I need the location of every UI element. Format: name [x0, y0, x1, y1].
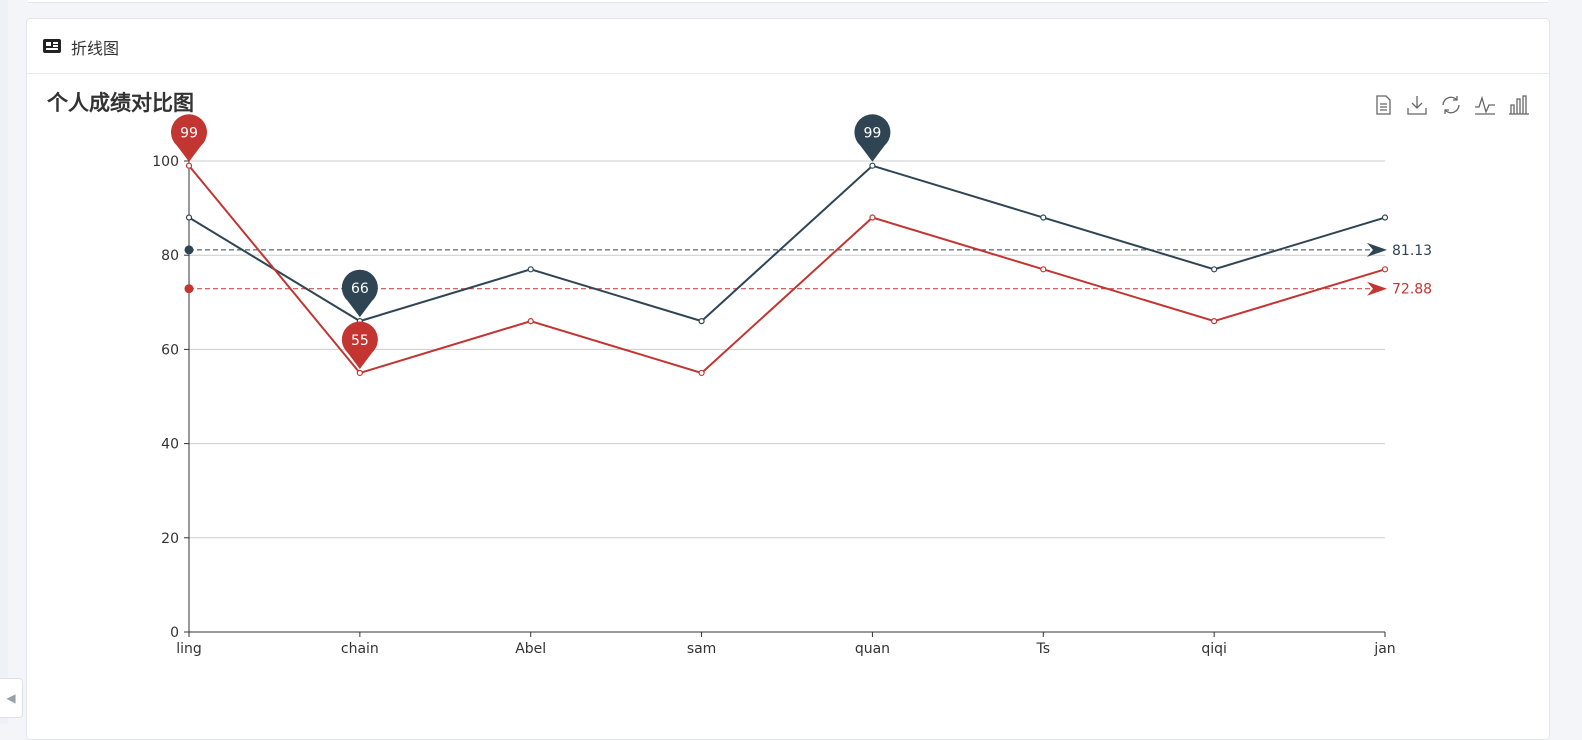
x-tick-label: chain [341, 641, 379, 657]
average-line-label: 81.13 [1392, 243, 1432, 259]
average-line-start [184, 284, 194, 294]
series-line [188, 165, 1386, 375]
mark-point-label: 99 [180, 126, 198, 142]
average-line-label: 72.88 [1392, 282, 1432, 298]
mark-point-label: 99 [864, 126, 882, 142]
average-line-arrow [1367, 242, 1387, 257]
panel-header: 折线图 [27, 19, 1549, 74]
x-tick-label: Abel [515, 641, 546, 657]
restore-icon[interactable] [1439, 93, 1463, 117]
data-point [527, 318, 534, 325]
mark-point-label: 55 [351, 333, 369, 349]
y-tick-label: 20 [161, 531, 179, 547]
bar-chart-icon[interactable] [1507, 93, 1531, 117]
y-tick-label: 80 [161, 248, 179, 264]
data-view-icon[interactable] [1371, 93, 1395, 117]
mark-point-pin [170, 114, 207, 162]
x-tick-label: qiqi [1201, 641, 1227, 657]
mark-point-pin [854, 114, 891, 162]
chart-title: 个人成绩对比图 [47, 91, 194, 115]
mark-point-label: 66 [351, 281, 369, 297]
series-line [188, 164, 1386, 323]
data-point [527, 266, 534, 273]
data-point [1381, 214, 1389, 221]
mark-point-pin [341, 321, 378, 369]
x-tick-label: jan [1373, 641, 1395, 657]
y-tick-label: 0 [170, 625, 179, 641]
average-line-start [184, 245, 194, 255]
average-line-arrow [1367, 281, 1387, 296]
data-point [869, 214, 876, 221]
data-point [698, 369, 705, 377]
data-point [185, 214, 193, 221]
data-point [698, 318, 705, 325]
data-point [1381, 266, 1389, 273]
save-image-icon[interactable] [1405, 93, 1429, 117]
y-tick-label: 60 [161, 342, 179, 358]
panel-title: 折线图 [71, 39, 120, 58]
data-point [185, 162, 193, 169]
mark-point-pin [341, 269, 378, 318]
data-point [869, 162, 876, 169]
y-tick-label: 100 [152, 154, 179, 170]
newspaper-icon [43, 39, 61, 53]
data-point [1040, 266, 1047, 273]
y-tick-label: 40 [161, 437, 179, 453]
left-edge [0, 0, 8, 724]
data-point [356, 369, 363, 377]
data-point [1040, 214, 1047, 221]
data-point [1211, 318, 1218, 325]
line-chart: 0 20 40 60 80 100 ling chain Abel sam quan Ts qiqi ja… [152, 114, 1432, 657]
x-tick-label: quan [855, 641, 890, 657]
x-tick-label: sam [687, 641, 717, 657]
chart-panel: 折线图 个人成绩对比图 [26, 18, 1550, 740]
data-point [1211, 266, 1218, 273]
top-bar [28, 0, 1548, 3]
x-tick-label: Ts [1036, 641, 1051, 657]
line-chart-icon[interactable] [1473, 93, 1497, 117]
chart-toolbox [1371, 93, 1531, 117]
x-tick-label: ling [176, 641, 202, 657]
collapse-sidebar-button[interactable]: ◀ [0, 678, 23, 718]
